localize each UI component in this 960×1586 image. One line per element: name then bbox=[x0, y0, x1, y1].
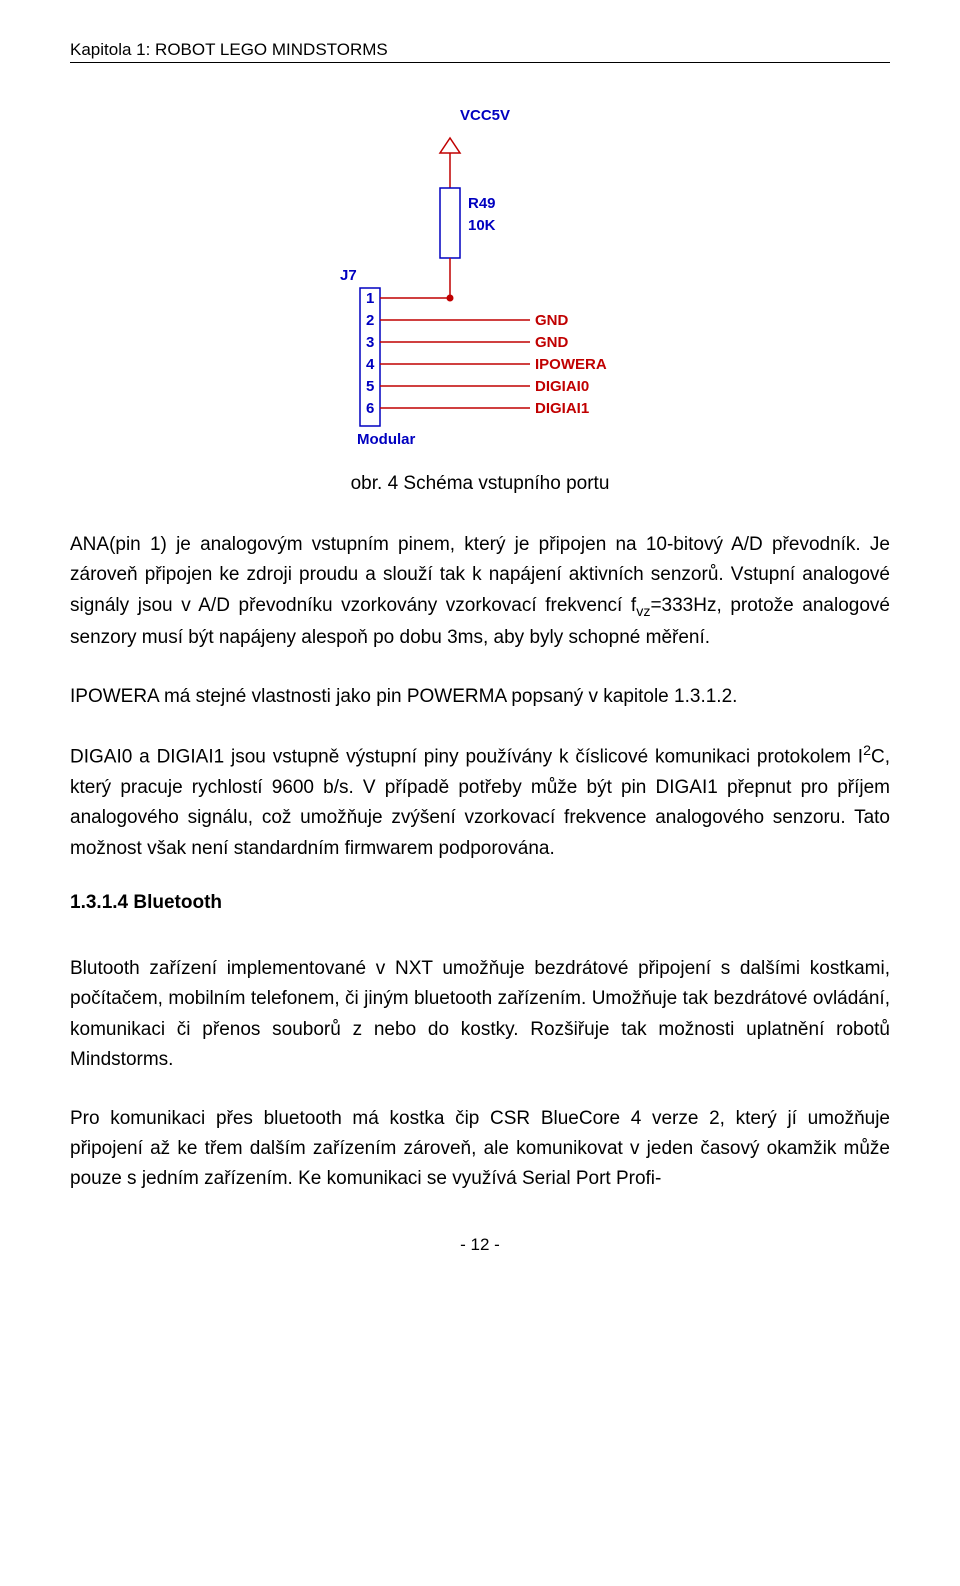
svg-text:10K: 10K bbox=[468, 217, 496, 234]
svg-text:1: 1 bbox=[366, 290, 374, 307]
svg-text:Modular: Modular bbox=[357, 431, 415, 448]
paragraph-ipowera: IPOWERA má stejné vlastnosti jako pin PO… bbox=[70, 682, 890, 712]
svg-text:R49: R49 bbox=[468, 195, 496, 212]
page-header: Kapitola 1: ROBOT LEGO MINDSTORMS bbox=[70, 40, 890, 63]
paragraph-digai: DIGAI0 a DIGIAI1 jsou vstupně výstupní p… bbox=[70, 740, 890, 864]
para3-sup: 2 bbox=[863, 743, 871, 759]
svg-text:IPOWERA: IPOWERA bbox=[535, 356, 607, 373]
page-footer: - 12 - bbox=[70, 1235, 890, 1255]
schematic-diagram: VCC5V R49 10K J7 1 2 GND 3 GND 4 IPOWERA 5 DIGIAI0 6 D… bbox=[330, 98, 630, 458]
svg-text:4: 4 bbox=[366, 356, 375, 373]
paragraph-bluetooth-2: Pro komunikaci přes bluetooth má kostka … bbox=[70, 1104, 890, 1195]
svg-text:2: 2 bbox=[366, 312, 374, 329]
svg-text:DIGIAI1: DIGIAI1 bbox=[535, 400, 589, 417]
svg-text:GND: GND bbox=[535, 312, 569, 329]
svg-text:GND: GND bbox=[535, 334, 569, 351]
schematic-container: VCC5V R49 10K J7 1 2 GND 3 GND 4 IPOWERA 5 DIGIAI0 6 D… bbox=[70, 98, 890, 458]
para3-pre: DIGAI0 a DIGIAI1 jsou vstupně výstupní p… bbox=[70, 746, 863, 767]
svg-text:J7: J7 bbox=[340, 267, 357, 284]
svg-text:DIGIAI0: DIGIAI0 bbox=[535, 378, 589, 395]
para1-sub: vz bbox=[636, 604, 650, 620]
svg-text:6: 6 bbox=[366, 400, 374, 417]
figure-caption: obr. 4 Schéma vstupního portu bbox=[70, 473, 890, 495]
svg-text:3: 3 bbox=[366, 334, 374, 351]
heading-bluetooth: 1.3.1.4 Bluetooth bbox=[70, 892, 890, 914]
paragraph-ana: ANA(pin 1) je analogovým vstupním pinem,… bbox=[70, 530, 890, 654]
svg-text:5: 5 bbox=[366, 378, 374, 395]
svg-text:VCC5V: VCC5V bbox=[460, 107, 510, 124]
paragraph-bluetooth-1: Blutooth zařízení implementované v NXT u… bbox=[70, 954, 890, 1076]
